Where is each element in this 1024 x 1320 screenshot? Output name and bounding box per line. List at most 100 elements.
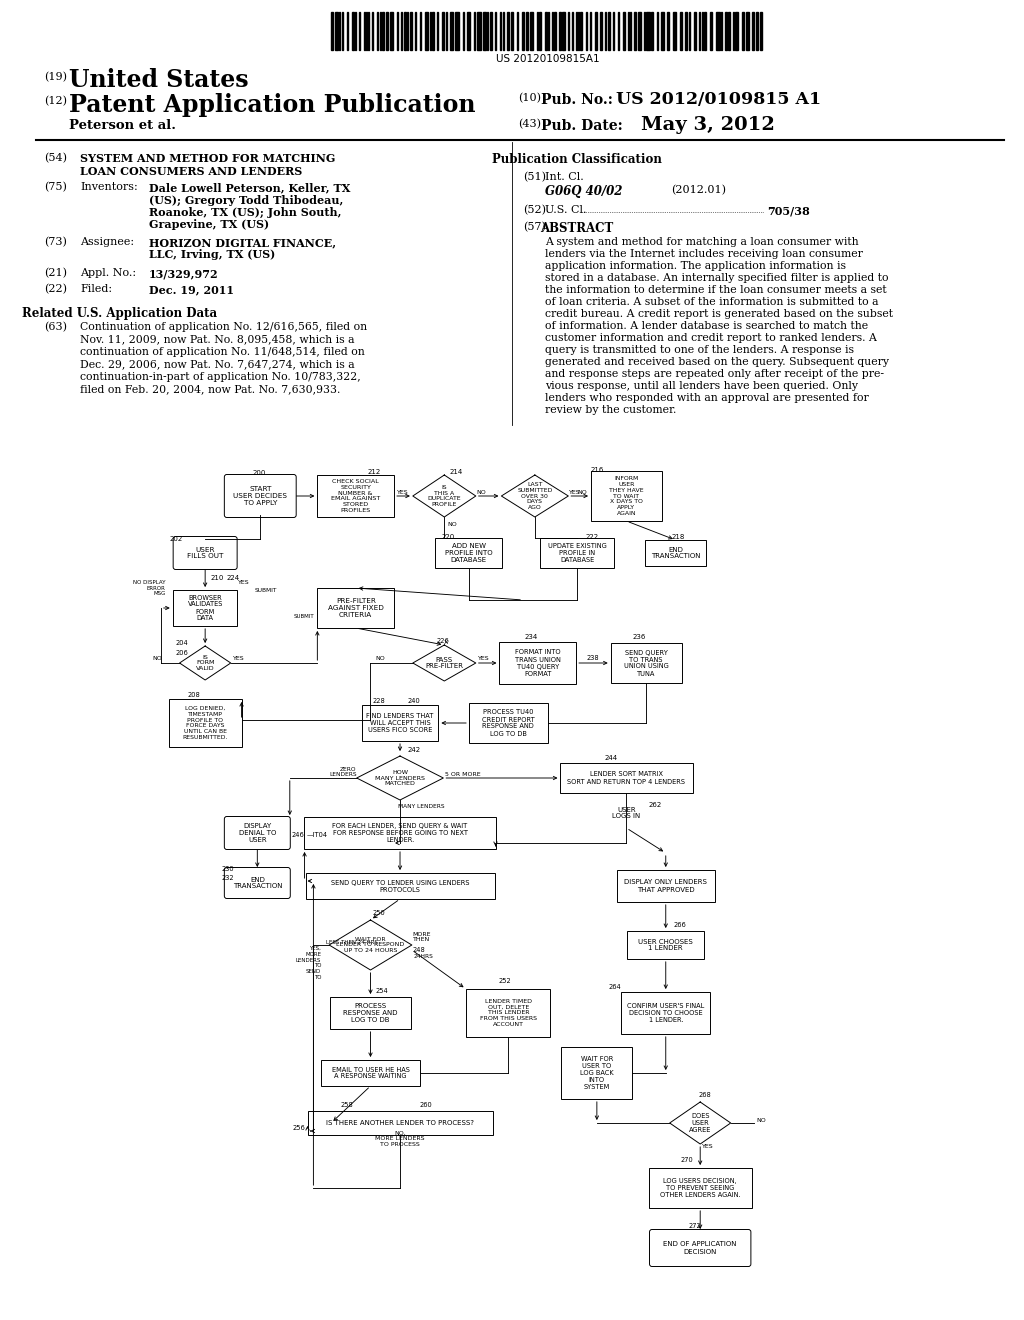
Text: application information. The application information is: application information. The application…: [545, 261, 846, 271]
Text: NO,
MORE LENDERS
TO PROCESS: NO, MORE LENDERS TO PROCESS: [375, 1131, 425, 1147]
Text: 268: 268: [698, 1092, 711, 1098]
Bar: [335, 12, 338, 50]
Text: IS THERE ANOTHER LENDER TO PROCESS?: IS THERE ANOTHER LENDER TO PROCESS?: [326, 1119, 474, 1126]
Bar: [753, 12, 755, 50]
Text: NO: NO: [578, 490, 587, 495]
Text: 242: 242: [408, 747, 421, 752]
Text: 258: 258: [341, 1102, 353, 1107]
Text: PROCESS TU40
CREDIT REPORT
RESPONSE AND
LOG TO DB: PROCESS TU40 CREDIT REPORT RESPONSE AND …: [482, 710, 535, 737]
Text: 262: 262: [648, 803, 662, 808]
Text: Pub. Date:: Pub. Date:: [541, 119, 623, 133]
FancyBboxPatch shape: [541, 539, 614, 568]
Text: YES: YES: [569, 490, 581, 495]
Bar: [624, 12, 626, 50]
Text: ZERO
LENDERS: ZERO LENDERS: [329, 767, 356, 777]
Text: 24HRS: 24HRS: [414, 954, 434, 960]
Bar: [489, 12, 492, 50]
Text: (75): (75): [44, 182, 67, 193]
Text: of information. A lender database is searched to match the: of information. A lender database is sea…: [545, 321, 867, 331]
FancyBboxPatch shape: [648, 1168, 752, 1208]
Text: 204: 204: [176, 640, 188, 645]
Text: PRE-FILTER
AGAINST FIXED
CRITERIA: PRE-FILTER AGAINST FIXED CRITERIA: [328, 598, 384, 618]
Text: NO: NO: [476, 490, 485, 495]
Text: Inventors:: Inventors:: [80, 182, 138, 191]
Bar: [425, 12, 428, 50]
Text: credit bureau. A credit report is generated based on the subset: credit bureau. A credit report is genera…: [545, 309, 893, 319]
Text: SYSTEM AND METHOD FOR MATCHING: SYSTEM AND METHOD FOR MATCHING: [80, 153, 336, 164]
Text: PASS
PRE-FILTER: PASS PRE-FILTER: [425, 656, 463, 669]
Text: (US); Gregory Todd Thibodeau,: (US); Gregory Todd Thibodeau,: [150, 194, 343, 206]
Text: United States: United States: [70, 69, 249, 92]
Bar: [607, 12, 609, 50]
Bar: [386, 12, 388, 50]
FancyBboxPatch shape: [330, 997, 411, 1030]
Text: Nov. 11, 2009, now Pat. No. 8,095,458, which is a: Nov. 11, 2009, now Pat. No. 8,095,458, w…: [80, 334, 354, 345]
Text: generated and received based on the query. Subsequent query: generated and received based on the quer…: [545, 356, 889, 367]
Text: 252: 252: [499, 978, 511, 983]
Text: Dec. 29, 2006, now Pat. No. 7,647,274, which is a: Dec. 29, 2006, now Pat. No. 7,647,274, w…: [80, 359, 354, 370]
Bar: [581, 12, 582, 50]
Text: May 3, 2012: May 3, 2012: [641, 116, 775, 135]
Text: YES: YES: [397, 490, 409, 495]
Bar: [710, 12, 712, 50]
Text: END
TRANSACTION: END TRANSACTION: [651, 546, 700, 560]
Text: BROWSER
VALIDATES
FORM
DATA: BROWSER VALIDATES FORM DATA: [187, 594, 223, 622]
Bar: [651, 12, 653, 50]
FancyBboxPatch shape: [628, 931, 705, 960]
Text: 260: 260: [420, 1102, 432, 1107]
Text: FOR EACH LENDER, SEND QUERY & WAIT
FOR RESPONSE BEFORE GOING TO NEXT
LENDER.: FOR EACH LENDER, SEND QUERY & WAIT FOR R…: [333, 822, 468, 843]
Text: continuation-in-part of application No. 10/783,322,: continuation-in-part of application No. …: [80, 372, 360, 381]
FancyBboxPatch shape: [173, 536, 238, 569]
Text: DISPLAY
DENIAL TO
USER: DISPLAY DENIAL TO USER: [239, 822, 276, 843]
Text: (10): (10): [518, 92, 541, 103]
Text: NO: NO: [153, 656, 162, 661]
Text: (22): (22): [44, 284, 67, 294]
Text: customer information and credit report to ranked lenders. A: customer information and credit report t…: [545, 333, 877, 343]
FancyBboxPatch shape: [361, 705, 438, 741]
Text: 238: 238: [587, 655, 599, 661]
FancyBboxPatch shape: [322, 1060, 420, 1086]
Bar: [660, 12, 664, 50]
Bar: [507, 12, 509, 50]
Text: 266: 266: [674, 921, 686, 928]
Text: YES: YES: [478, 656, 489, 661]
Text: Assignee:: Assignee:: [80, 238, 134, 247]
Text: 244: 244: [605, 755, 617, 762]
Text: 222: 222: [585, 535, 598, 540]
Bar: [451, 12, 454, 50]
FancyBboxPatch shape: [307, 1111, 493, 1135]
Text: YES,
MORE
LENDERS
TO
SEND
TO: YES, MORE LENDERS TO SEND TO: [296, 946, 322, 979]
Bar: [431, 12, 434, 50]
Text: 210: 210: [210, 576, 223, 581]
Text: 208: 208: [187, 692, 200, 698]
FancyBboxPatch shape: [173, 590, 238, 626]
FancyBboxPatch shape: [304, 817, 496, 849]
Text: stored in a database. An internally specified filter is applied to: stored in a database. An internally spec…: [545, 273, 888, 282]
Text: 214: 214: [450, 469, 463, 475]
Bar: [646, 12, 650, 50]
Text: review by the customer.: review by the customer.: [545, 405, 676, 414]
Text: LAST
SUBMITTED
OVER 30
DAYS
AGO: LAST SUBMITTED OVER 30 DAYS AGO: [517, 482, 553, 510]
Text: Grapevine, TX (US): Grapevine, TX (US): [150, 219, 269, 231]
Bar: [442, 12, 444, 50]
Text: Dale Lowell Peterson, Keller, TX: Dale Lowell Peterson, Keller, TX: [150, 182, 350, 193]
Text: 202: 202: [170, 536, 183, 543]
Text: X: X: [444, 640, 449, 645]
Text: (57): (57): [523, 222, 546, 232]
Bar: [410, 12, 412, 50]
FancyBboxPatch shape: [616, 870, 715, 902]
Bar: [757, 12, 758, 50]
Text: continuation of application No. 11/648,514, filed on: continuation of application No. 11/648,5…: [80, 347, 365, 356]
Text: EMAIL TO USER HE HAS
A RESPONSE WAITING: EMAIL TO USER HE HAS A RESPONSE WAITING: [332, 1067, 410, 1080]
Bar: [554, 12, 556, 50]
Bar: [667, 12, 669, 50]
Text: Patent Application Publication: Patent Application Publication: [70, 92, 476, 117]
Text: (51): (51): [523, 172, 546, 182]
Text: (54): (54): [44, 153, 67, 164]
Text: Continuation of application No. 12/616,565, filed on: Continuation of application No. 12/616,5…: [80, 322, 368, 333]
Text: 218: 218: [672, 535, 685, 540]
Text: (2012.01): (2012.01): [671, 185, 726, 195]
Text: MORE
THEN: MORE THEN: [413, 932, 431, 942]
Polygon shape: [502, 475, 568, 517]
Bar: [617, 12, 620, 50]
